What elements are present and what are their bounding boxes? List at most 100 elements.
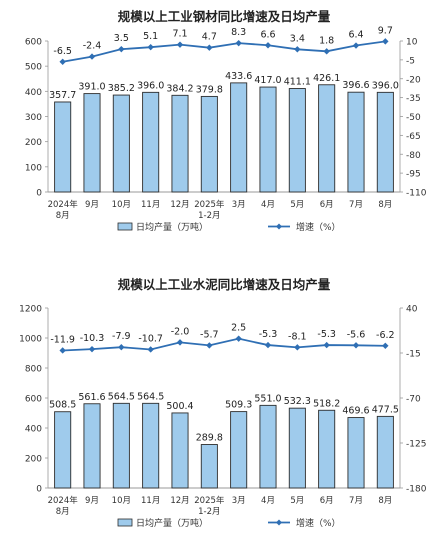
left-tick-label: 0	[36, 485, 42, 495]
growth-point	[382, 342, 389, 349]
bar-value-label: 396.0	[372, 80, 399, 91]
category-label: 9月	[85, 200, 99, 210]
right-tick-label: -5	[406, 56, 415, 66]
growth-value-label: -11.9	[50, 334, 75, 345]
category-label: 2025年 1-2月	[194, 199, 225, 221]
legend-line-label: 增速（%）	[296, 517, 341, 529]
bar-value-label: 477.5	[372, 404, 399, 415]
right-tick-label: 40	[406, 305, 418, 315]
growth-value-label: -10.7	[138, 333, 163, 344]
bar	[83, 403, 101, 489]
growth-point	[176, 339, 184, 346]
growth-value-label: -5.7	[200, 329, 219, 340]
right-tick-label: -180	[406, 485, 427, 495]
bar-value-label: 411.1	[284, 77, 311, 88]
growth-value-label: -7.9	[112, 331, 131, 342]
growth-point	[147, 346, 154, 353]
growth-point	[59, 58, 66, 65]
growth-value-label: 3.4	[290, 33, 305, 44]
legend-line-marker	[276, 519, 282, 526]
growth-point	[88, 53, 96, 60]
growth-point	[323, 341, 330, 349]
category-label: 3月	[232, 200, 246, 210]
bar	[230, 411, 248, 489]
growth-line	[62, 337, 386, 352]
growth-value-label: -2.0	[171, 326, 190, 337]
bar	[288, 407, 306, 489]
left-tick-label: 500	[25, 63, 42, 73]
growth-point	[235, 335, 242, 342]
category-label: 2025年 1-2月	[194, 495, 225, 517]
bar	[230, 82, 248, 193]
left-tick-label: 400	[25, 425, 42, 435]
growth-point	[206, 44, 213, 51]
category-label: 10月	[112, 496, 131, 506]
growth-point	[118, 45, 125, 53]
category-label: 8月	[378, 200, 392, 210]
bar	[171, 412, 189, 489]
left-tick-label: 1000	[19, 335, 42, 345]
growth-value-label: -6.2	[376, 330, 395, 341]
growth-line	[62, 40, 386, 63]
growth-point	[118, 343, 125, 351]
bar-value-label: 508.5	[49, 400, 76, 411]
bar-value-label: 561.6	[78, 392, 105, 403]
category-label: 6月	[320, 496, 334, 506]
bar-value-label: 289.8	[196, 433, 223, 444]
bar-value-label: 384.2	[166, 83, 193, 94]
category-label: 11月	[141, 496, 160, 506]
category-label: 8月	[378, 496, 392, 506]
left-tick-label: 600	[25, 395, 42, 405]
growth-value-label: -2.4	[83, 41, 102, 52]
bar	[376, 415, 394, 489]
right-tick-label: -65	[406, 132, 421, 142]
bar	[376, 91, 394, 193]
growth-value-label: 1.8	[319, 35, 334, 46]
bar-value-label: 509.3	[225, 400, 252, 411]
category-label: 7月	[349, 200, 363, 210]
chart-1: 规模以上工业钢材同比增速及日均产量 0 100 200 300 400 500 600 10 -5…	[25, 9, 427, 233]
growth-value-label: 6.4	[348, 30, 363, 41]
bar-value-label: 417.0	[254, 75, 281, 86]
category-label: 7月	[349, 496, 363, 506]
bar	[318, 409, 336, 489]
legend-bar-swatch	[117, 222, 133, 231]
bar	[259, 86, 277, 193]
bar-value-label: 500.4	[166, 401, 193, 412]
category-label: 9月	[85, 496, 99, 506]
left-tick-label: 800	[25, 365, 42, 375]
growth-point	[88, 345, 96, 353]
bar	[54, 101, 72, 193]
category-label: 2024年 8月	[48, 495, 79, 517]
growth-point	[264, 42, 272, 49]
right-tick-label: -95	[406, 170, 421, 180]
right-tick-label: -20	[406, 75, 421, 85]
bar-value-label: 469.6	[342, 406, 369, 417]
category-label: 3月	[232, 496, 246, 506]
growth-point	[294, 46, 301, 53]
bar-value-label: 379.8	[196, 84, 223, 95]
category-label: 2024年 8月	[48, 199, 79, 221]
category-label: 4月	[261, 200, 275, 210]
right-tick-label: 10	[406, 38, 418, 48]
growth-value-label: -5.3	[259, 329, 278, 340]
left-tick-label: 100	[25, 163, 42, 173]
growth-point	[294, 344, 301, 351]
category-label: 11月	[141, 200, 160, 210]
growth-point	[206, 342, 213, 349]
growth-value-label: 5.1	[143, 31, 158, 42]
bar	[142, 402, 160, 489]
growth-value-label: 6.6	[260, 29, 275, 40]
bar	[347, 417, 365, 489]
chart-2: 规模以上工业水泥同比增速及日均产量 0 200 400 600 800 1000 1200 40…	[19, 277, 427, 529]
legend-bar-label: 日均产量（万吨）	[136, 221, 208, 233]
left-tick-label: 1200	[19, 305, 42, 315]
category-label: 10月	[112, 200, 131, 210]
growth-point	[176, 41, 184, 48]
growth-value-label: 9.7	[378, 25, 393, 36]
bar-value-label: 391.0	[78, 82, 105, 93]
growth-point	[352, 342, 360, 349]
bar-value-label: 385.2	[108, 83, 135, 94]
bar-value-label: 433.6	[225, 71, 252, 82]
